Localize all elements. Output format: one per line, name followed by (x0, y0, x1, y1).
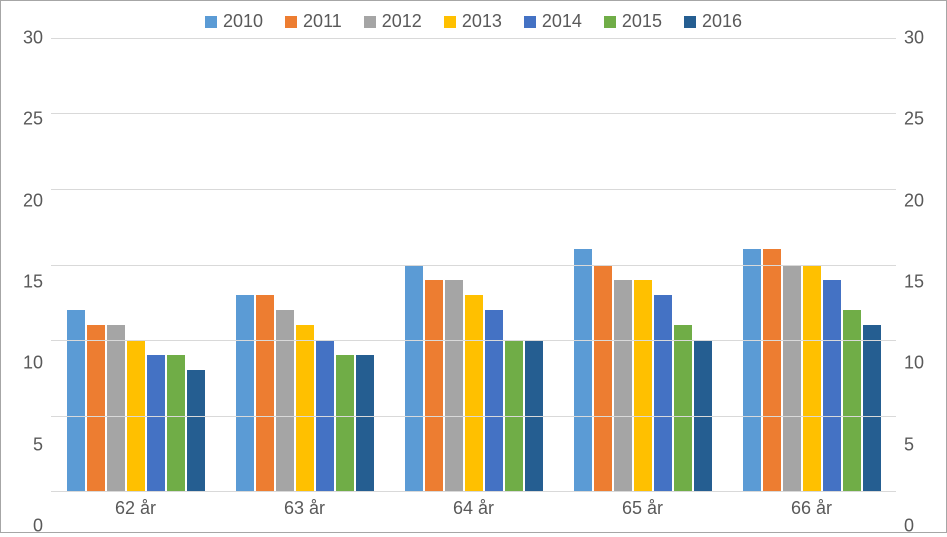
legend-label: 2012 (382, 11, 422, 32)
legend-item-2012: 2012 (364, 11, 422, 32)
bar-2010 (743, 249, 761, 491)
chart-legend: 2010 2011 2012 2013 2014 2015 2016 (1, 1, 946, 38)
legend-label: 2013 (462, 11, 502, 32)
legend-swatch-icon (524, 16, 536, 28)
y-tick-left: 30 (23, 28, 43, 49)
bar-2015 (336, 355, 354, 491)
x-axis: 62 år63 år64 år65 år66 år (51, 492, 896, 526)
bar-2012 (783, 265, 801, 492)
bar-2011 (594, 265, 612, 492)
bar-2010 (574, 249, 592, 491)
bar-2011 (256, 295, 274, 491)
y-tick-right: 25 (904, 109, 924, 130)
y-tick-right: 15 (904, 272, 924, 293)
y-tick-right: 10 (904, 353, 924, 374)
bar-2011 (425, 280, 443, 491)
y-tick-left: 5 (33, 434, 43, 455)
bar-2014 (654, 295, 672, 491)
bar-2014 (147, 355, 165, 491)
legend-item-2010: 2010 (205, 11, 263, 32)
legend-swatch-icon (285, 16, 297, 28)
y-tick-left: 25 (23, 109, 43, 130)
plot-wrapper: 051015202530 62 år63 år64 år65 år66 år 0… (1, 38, 946, 532)
y-tick-right: 20 (904, 190, 924, 211)
legend-swatch-icon (684, 16, 696, 28)
legend-label: 2016 (702, 11, 742, 32)
legend-item-2015: 2015 (604, 11, 662, 32)
legend-swatch-icon (604, 16, 616, 28)
y-tick-right: 5 (904, 434, 914, 455)
x-tick-label: 63 år (220, 492, 389, 526)
bar-2014 (823, 280, 841, 491)
bar-2014 (485, 310, 503, 491)
y-tick-right: 0 (904, 516, 914, 537)
legend-item-2013: 2013 (444, 11, 502, 32)
legend-label: 2015 (622, 11, 662, 32)
bar-2013 (803, 265, 821, 492)
chart-frame: 2010201120122013201420152016 05101520253… (0, 0, 947, 533)
bar-2011 (87, 325, 105, 491)
plot-area (51, 38, 896, 492)
bar-2013 (296, 325, 314, 491)
x-tick-label: 64 år (389, 492, 558, 526)
y-tick-left: 10 (23, 353, 43, 374)
x-tick-label: 65 år (558, 492, 727, 526)
gridline (51, 113, 896, 114)
bar-2010 (236, 295, 254, 491)
gridline (51, 265, 896, 266)
y-tick-left: 20 (23, 190, 43, 211)
legend-label: 2011 (303, 11, 342, 32)
legend-swatch-icon (205, 16, 217, 28)
gridline (51, 38, 896, 39)
bar-2016 (356, 355, 374, 491)
x-tick-label: 66 år (727, 492, 896, 526)
bar-2013 (634, 280, 652, 491)
legend-swatch-icon (364, 16, 376, 28)
y-axis-right: 051015202530 (896, 38, 946, 526)
y-tick-left: 0 (33, 516, 43, 537)
bar-2016 (863, 325, 881, 491)
legend-label: 2014 (542, 11, 582, 32)
y-tick-left: 15 (23, 272, 43, 293)
bar-2012 (445, 280, 463, 491)
bar-2012 (614, 280, 632, 491)
legend-item-2016: 2016 (684, 11, 742, 32)
bar-2012 (276, 310, 294, 491)
bar-2015 (167, 355, 185, 491)
bar-2011 (763, 249, 781, 491)
gridline (51, 416, 896, 417)
y-axis-left: 051015202530 (1, 38, 51, 526)
bar-2012 (107, 325, 125, 491)
bar-2015 (843, 310, 861, 491)
bar-2013 (465, 295, 483, 491)
gridline (51, 340, 896, 341)
legend-swatch-icon (444, 16, 456, 28)
gridline (51, 189, 896, 190)
legend-item-2011: 2011 (285, 11, 342, 32)
bar-2015 (674, 325, 692, 491)
plot-column: 62 år63 år64 år65 år66 år (51, 38, 896, 526)
bar-2010 (67, 310, 85, 491)
bar-2016 (187, 370, 205, 491)
y-tick-right: 30 (904, 28, 924, 49)
x-tick-label: 62 år (51, 492, 220, 526)
legend-item-2014: 2014 (524, 11, 582, 32)
bar-2010 (405, 265, 423, 492)
legend-label: 2010 (223, 11, 263, 32)
